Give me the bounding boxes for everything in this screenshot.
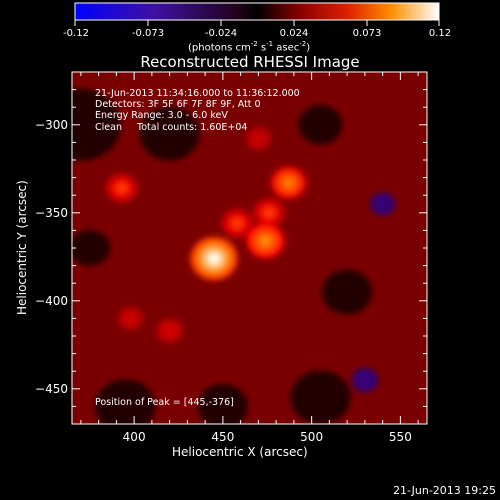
x-tick-label: 450 xyxy=(211,430,235,444)
dark-background-region xyxy=(298,105,343,145)
dark-background-region xyxy=(322,269,373,315)
dark-background-region xyxy=(290,370,351,424)
colorbar-tick-label: 0.073 xyxy=(352,28,382,39)
colorbar-tick-label: -0.073 xyxy=(131,28,165,39)
peak-position: Position of Peak = [445,-376] xyxy=(95,397,234,408)
y-axis-label: Heliocentric Y (arcsec) xyxy=(15,180,29,315)
dark-background-region xyxy=(197,383,248,424)
source-contour xyxy=(117,184,126,192)
colorbar xyxy=(75,3,439,20)
colorbar-frame xyxy=(74,2,440,21)
timestamp: 21-Jun-2013 19:25 xyxy=(393,484,496,497)
chart-title: Reconstructed RHESSI Image xyxy=(140,53,360,71)
y-tick-label: −450 xyxy=(35,381,68,396)
dark-background-region xyxy=(95,379,156,424)
x-tick-label: 400 xyxy=(122,430,146,444)
colorbar-tick-label: -0.12 xyxy=(63,28,89,39)
dark-background-region xyxy=(72,88,121,161)
info-detectors: Detectors: 3F 5F 6F 7F 8F 9F, Att 0 xyxy=(95,99,261,111)
colorbar-tick-label: 0.12 xyxy=(428,28,452,39)
source-contour xyxy=(208,253,220,264)
info-clean-counts: Clean Total counts: 1.60E+04 xyxy=(95,121,248,133)
source-contour xyxy=(265,209,273,217)
colorbar-tick-label: 0.024 xyxy=(279,28,309,39)
y-tick-label: −400 xyxy=(35,293,68,308)
y-tick-label: −350 xyxy=(35,205,68,220)
x-axis-label: Heliocentric X (arcsec) xyxy=(172,445,308,459)
observation-info: 21-Jun-2013 11:34:16.000 to 11:36:12.000… xyxy=(95,88,300,133)
colorbar-units: (photons cm-2 s-1 asec-2) xyxy=(188,40,311,54)
colorbar-tick-label: -0.024 xyxy=(204,28,238,39)
y-tick-label: −300 xyxy=(35,117,68,132)
colorbar-tick-marks xyxy=(74,20,440,26)
x-tick-label: 550 xyxy=(388,430,412,444)
source-contour xyxy=(233,219,242,227)
info-time-range: 21-Jun-2013 11:34:16.000 to 11:36:12.000 xyxy=(95,88,300,99)
source-contour xyxy=(255,135,262,142)
source-contour xyxy=(283,178,294,188)
source-contour xyxy=(166,327,173,334)
dark-background-region xyxy=(72,230,110,266)
source-contour xyxy=(127,315,134,322)
plot-area xyxy=(72,72,427,424)
negative-region-contour xyxy=(361,376,369,384)
dark-background-region xyxy=(139,106,200,161)
source-contour xyxy=(260,236,271,246)
negative-region-contour xyxy=(379,201,386,207)
x-tick-label: 500 xyxy=(300,430,324,444)
info-energy-range: Energy Range: 3.0 - 6.0 keV xyxy=(95,110,228,122)
axis-tick-marks xyxy=(72,72,427,424)
